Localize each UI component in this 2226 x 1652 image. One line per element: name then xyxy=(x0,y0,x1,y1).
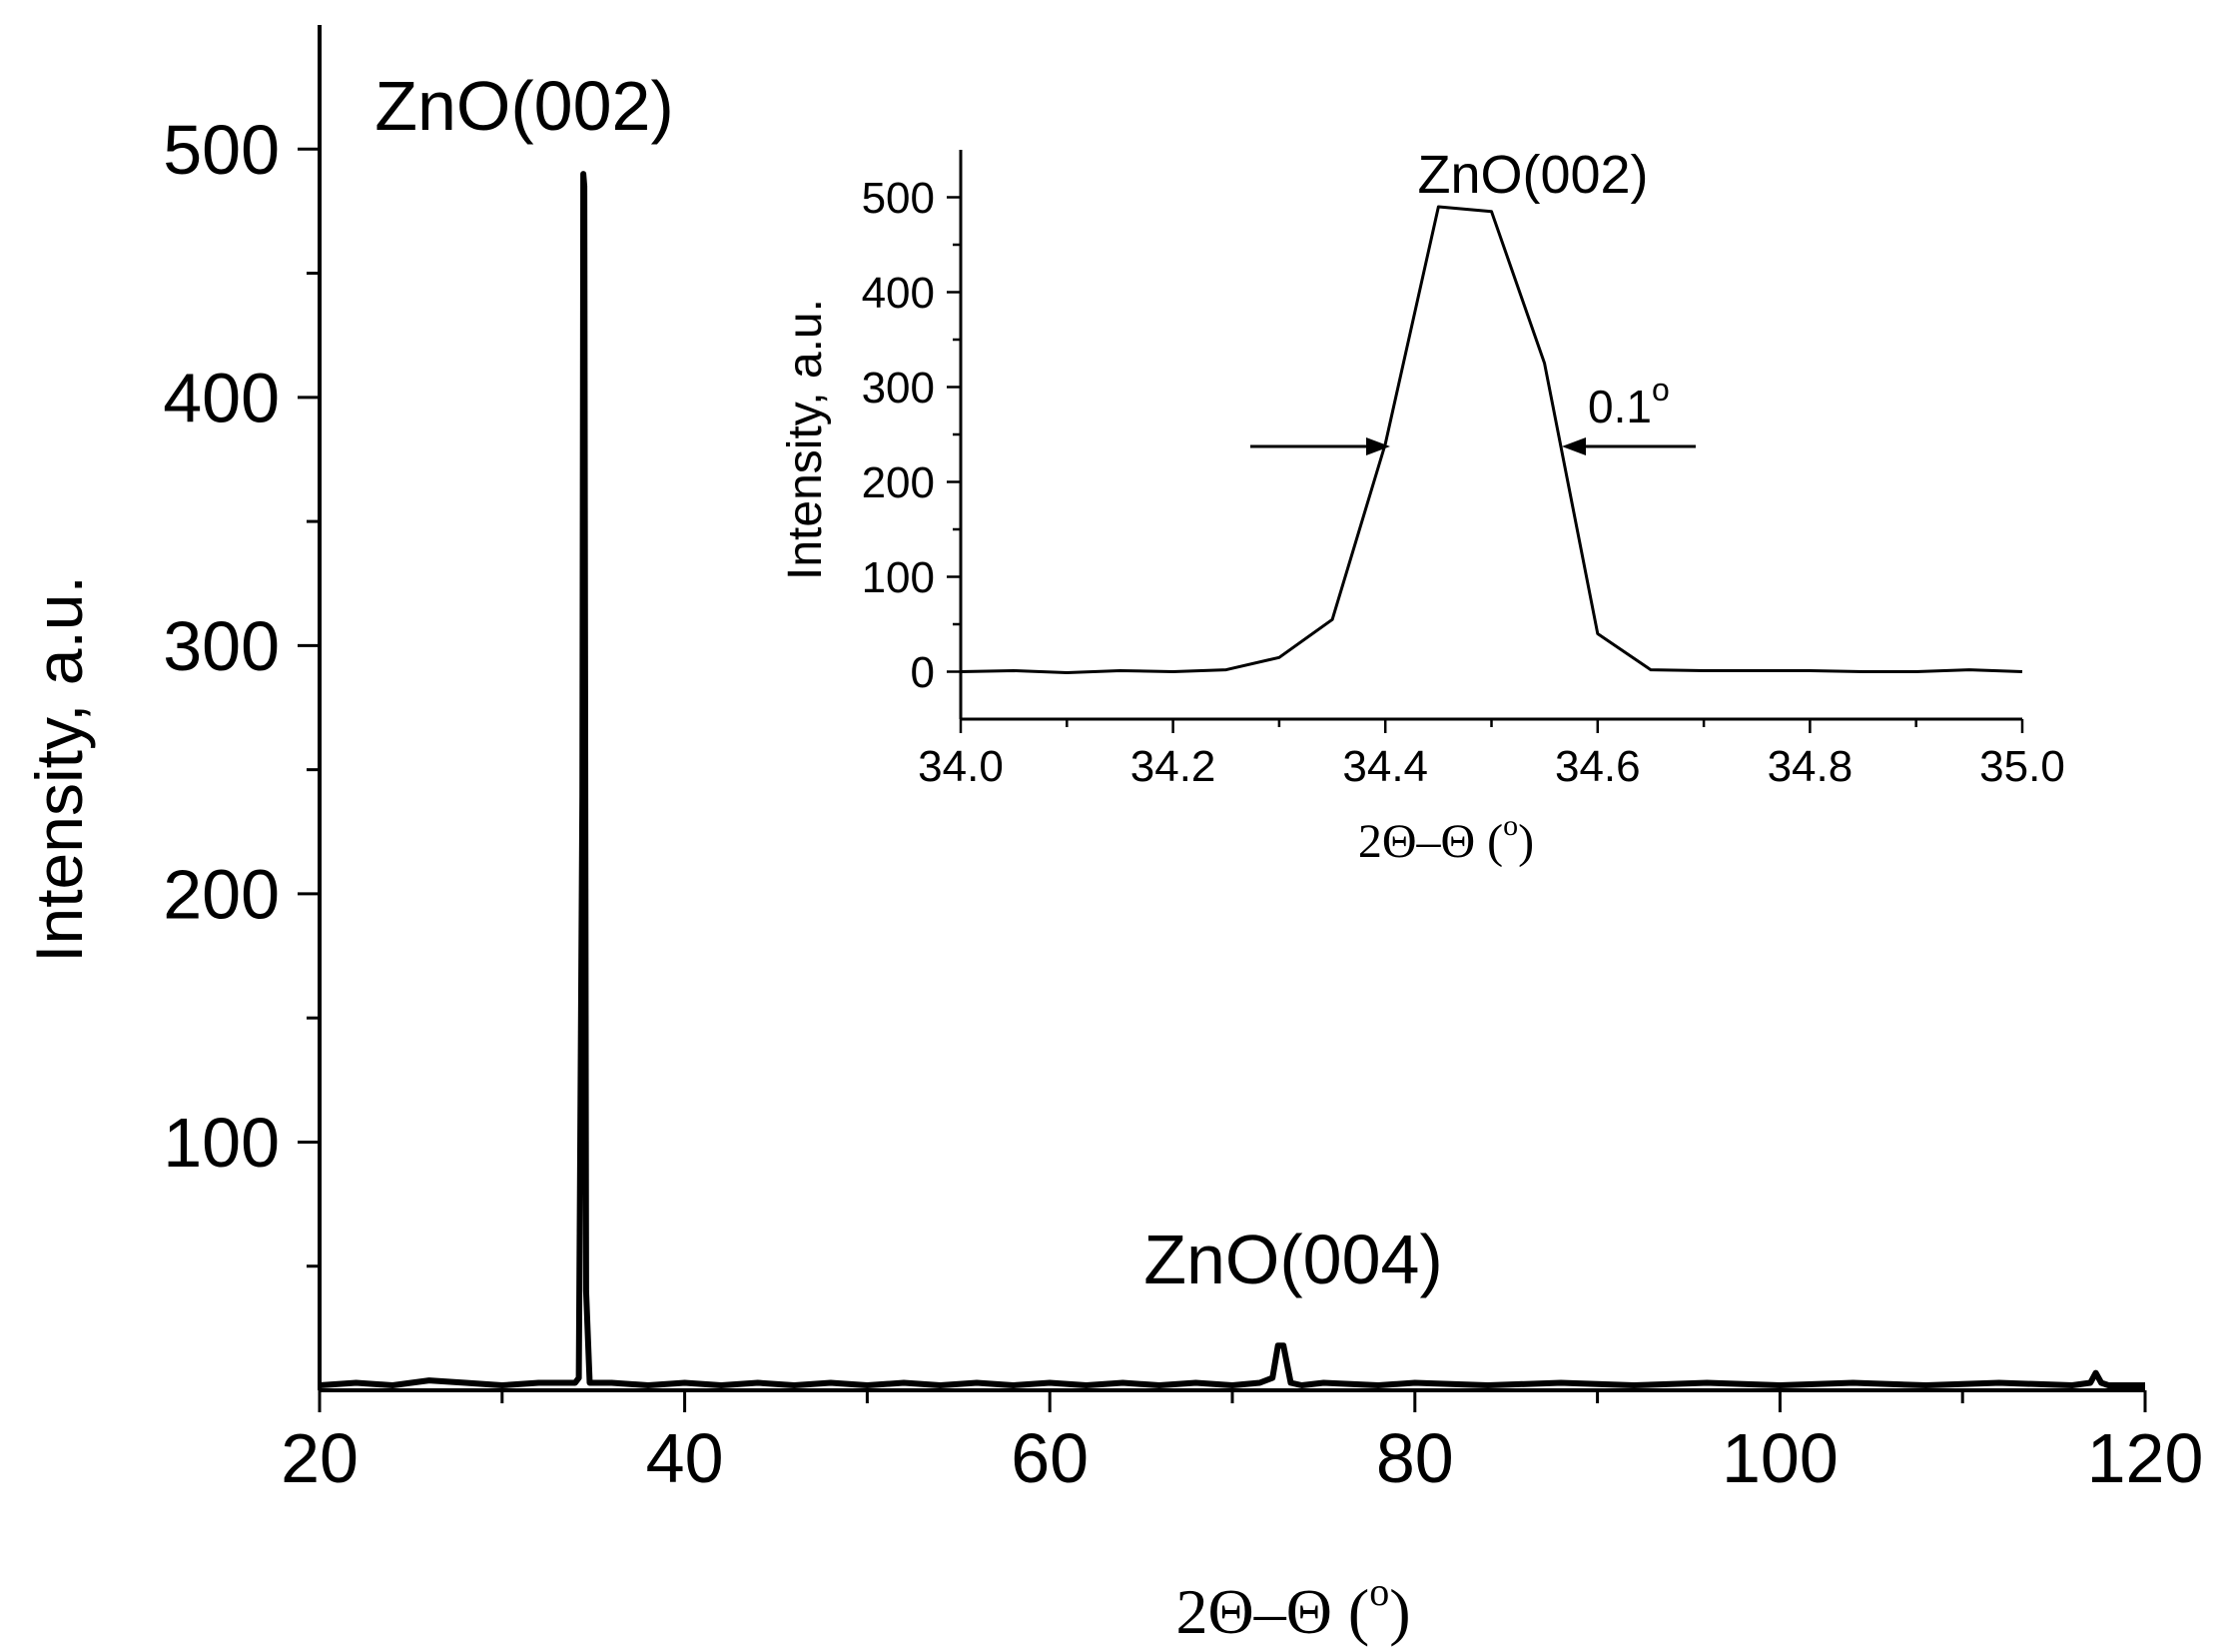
main-y-tick-label: 100 xyxy=(163,1104,280,1182)
main-series xyxy=(319,171,2146,1388)
main-y-tick-label: 400 xyxy=(163,359,280,436)
inset-y-tick-label: 500 xyxy=(862,174,935,223)
inset-x-axis-label-unit: o xyxy=(1503,809,1518,842)
main-x-tick-label: 120 xyxy=(2087,1419,2204,1497)
inset-x-axis-label-text: 2Θ–Θ ( xyxy=(1358,815,1503,868)
inset-x-tick-label: 35.0 xyxy=(1979,742,2065,791)
main-annotation-004: ZnO(004) xyxy=(1143,1221,1443,1298)
main-y-tick-label: 500 xyxy=(163,111,280,189)
main-axes xyxy=(318,25,2145,1392)
fwhm-label-value: 0.1 xyxy=(1588,381,1652,432)
main-series-line-0 xyxy=(319,171,2145,1388)
inset-axes xyxy=(959,150,2022,721)
inset-series xyxy=(960,205,2023,674)
main-annotation-002: ZnO(002) xyxy=(374,67,674,145)
main-x-tick-label: 100 xyxy=(1722,1419,1839,1497)
fwhm-marker: 0.1o xyxy=(1250,372,1696,455)
inset-ticks: 34.0 34.2 34.4 34.6 34.8 35.0 0 100 200 300 400 500 xyxy=(862,174,2065,791)
inset-y-tick-label: 100 xyxy=(862,553,935,602)
inset-y-tick-label: 200 xyxy=(862,458,935,507)
inset-y-tick-label: 0 xyxy=(911,648,935,697)
inset-x-tick-label: 34.6 xyxy=(1555,742,1641,791)
inset-y-axis-label: Intensity, a.u. xyxy=(779,299,832,580)
inset-y-tick-label: 300 xyxy=(862,364,935,413)
inset-series-line-0 xyxy=(960,205,2023,674)
main-x-axis-label-unit: o xyxy=(1369,1569,1389,1614)
inset-plot: 34.0 34.2 34.4 34.6 34.8 35.0 0 100 200 300 400 500… xyxy=(779,145,2065,868)
main-x-tick-label: 80 xyxy=(1376,1419,1454,1497)
inset-x-tick-label: 34.2 xyxy=(1130,742,1216,791)
inset-annotation-002: ZnO(002) xyxy=(1417,145,1648,205)
inset-x-axis-label: 2Θ–Θ (o) xyxy=(1358,809,1534,868)
main-x-axis-label: 2Θ–Θ (o) xyxy=(1175,1569,1410,1647)
inset-x-tick-label: 34.8 xyxy=(1768,742,1854,791)
main-y-axis-label: Intensity, a.u. xyxy=(22,575,96,963)
main-y-tick-label: 200 xyxy=(163,855,280,933)
fwhm-left-arrow-head xyxy=(1366,437,1390,455)
fwhm-label-degree: o xyxy=(1652,372,1670,408)
inset-x-tick-label: 34.4 xyxy=(1342,742,1428,791)
main-y-tick-label: 300 xyxy=(163,607,280,685)
main-x-axis-label-close: ) xyxy=(1389,1576,1410,1647)
fwhm-right-arrow-head xyxy=(1562,437,1586,455)
fwhm-label: 0.1o xyxy=(1588,372,1670,432)
main-ticks: 20 40 60 80 100 120 100 200 300 400 500 xyxy=(163,111,2203,1497)
main-x-axis-label-text: 2Θ–Θ ( xyxy=(1175,1576,1369,1647)
main-x-tick-label: 20 xyxy=(281,1419,359,1497)
main-x-tick-label: 40 xyxy=(646,1419,724,1497)
inset-y-tick-label: 400 xyxy=(862,269,935,318)
inset-x-tick-label: 34.0 xyxy=(918,742,1004,791)
inset-x-axis-label-close: ) xyxy=(1518,815,1534,868)
main-x-tick-label: 60 xyxy=(1011,1419,1089,1497)
main-plot: 20 40 60 80 100 120 100 200 300 400 500 ZnO(002) Z… xyxy=(22,25,2203,1647)
